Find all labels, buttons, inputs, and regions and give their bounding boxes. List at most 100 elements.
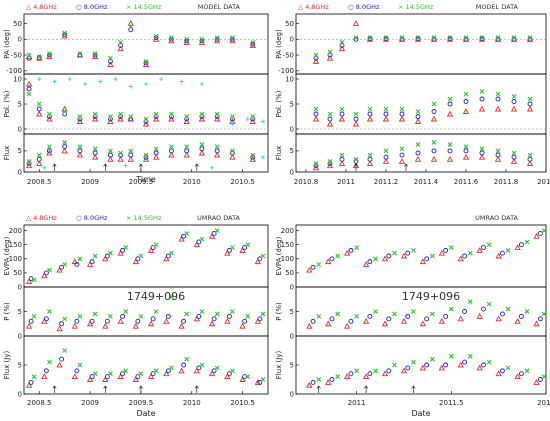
point-14-5ghz xyxy=(463,91,469,97)
point-8-0ghz xyxy=(74,368,80,374)
point-4-8ghz xyxy=(352,20,360,26)
point-14-5ghz xyxy=(486,242,492,248)
point-14-5ghz xyxy=(479,89,485,94)
point-8-0ghz xyxy=(74,262,80,267)
point-model xyxy=(260,155,265,160)
point-8-0ghz xyxy=(43,270,49,276)
point-14-5ghz xyxy=(230,309,235,314)
point-4-8ghz xyxy=(462,153,470,160)
point-4-8ghz xyxy=(239,376,246,382)
point-8-0ghz xyxy=(168,148,174,154)
source-label: 1749+096 xyxy=(127,290,185,303)
point-14-5ghz xyxy=(245,374,251,379)
y-axis-label: Flux (Jy) xyxy=(275,351,283,380)
point-8-0ghz xyxy=(196,365,202,371)
point-14-5ghz xyxy=(524,309,530,314)
series-4-8ghz xyxy=(306,232,540,273)
point-8-0ghz xyxy=(242,374,248,380)
arrow-marker xyxy=(403,163,409,171)
point-4-8ghz xyxy=(208,232,216,239)
point-14-5ghz xyxy=(230,368,235,374)
point-14-5ghz xyxy=(313,52,319,58)
x-tick-label: 2011.6 xyxy=(454,178,479,186)
point-8-0ghz xyxy=(226,371,232,377)
point-8-0ghz xyxy=(257,256,263,262)
point-14-5ghz xyxy=(467,250,473,256)
point-14-5ghz xyxy=(354,314,359,319)
point-14-5ghz xyxy=(367,152,373,158)
series-8-0ghz xyxy=(310,306,543,324)
point-8-0ghz xyxy=(348,371,354,377)
point-8-0ghz xyxy=(211,231,217,236)
legend-entry: × 14.5GHz xyxy=(398,3,434,11)
point-8-0ghz xyxy=(405,250,411,256)
point-14-5ghz xyxy=(335,311,341,317)
point-14-5ghz xyxy=(383,106,389,112)
point-8-0ghz xyxy=(128,152,134,158)
point-4-8ghz xyxy=(117,249,124,256)
point-8-0ghz xyxy=(462,253,468,259)
point-4-8ghz xyxy=(153,153,160,160)
x-tick-label: 2009 xyxy=(81,178,99,186)
point-14-5ghz xyxy=(153,309,159,314)
series-4-8ghz xyxy=(306,361,540,388)
point-8-0ghz xyxy=(135,256,141,262)
point-8-0ghz xyxy=(527,101,533,107)
point-14-5ghz xyxy=(184,36,190,42)
point-4-8ghz xyxy=(514,317,521,324)
point-4-8ghz xyxy=(132,258,139,265)
point-8-0ghz xyxy=(537,316,543,322)
point-4-8ghz xyxy=(163,255,170,262)
point-14-5ghz xyxy=(118,150,123,156)
point-14-5ghz xyxy=(353,156,359,162)
point-8-0ghz xyxy=(43,368,49,374)
series-8-0ghz xyxy=(310,359,543,385)
x-tick-label: 2009.5 xyxy=(129,178,154,186)
point-14-5ghz xyxy=(169,144,174,150)
point-14-5ghz xyxy=(77,51,83,56)
panel-3: 0 5 Flux xyxy=(275,133,547,176)
point-8-0ghz xyxy=(128,27,134,33)
point-8-0ghz xyxy=(104,253,110,259)
arrow-marker xyxy=(411,385,416,393)
x-tick-label: 2008.5 xyxy=(27,399,52,407)
legend-entry: × 14.5GHz xyxy=(126,214,162,222)
panel-frame xyxy=(295,335,547,395)
y-tick-label: 5 xyxy=(290,361,294,369)
y-axis-label: EVPA (deg) xyxy=(3,236,11,275)
point-14-5ghz xyxy=(77,114,83,119)
point-8-0ghz xyxy=(43,316,49,322)
point-14-5ghz xyxy=(26,91,32,97)
series-4-8ghz xyxy=(312,20,534,64)
point-8-0ghz xyxy=(135,318,141,324)
arrow-marker xyxy=(138,163,143,171)
point-model xyxy=(52,79,57,84)
point-14-5ghz xyxy=(153,146,159,152)
point-8-0ghz xyxy=(348,247,354,253)
point-4-8ghz xyxy=(102,322,109,329)
point-14-5ghz xyxy=(486,301,492,307)
point-14-5ghz xyxy=(26,159,32,164)
series-14-5ghz xyxy=(31,294,266,322)
point-8-0ghz xyxy=(415,150,421,156)
y-tick-label: 100 xyxy=(281,255,294,263)
point-14-5ghz xyxy=(260,253,266,259)
point-4-8ghz xyxy=(147,247,155,253)
point-14-5ghz xyxy=(367,35,373,41)
point-8-0ghz xyxy=(36,156,42,162)
point-4-8ghz xyxy=(208,320,216,327)
arrow-marker xyxy=(52,163,57,171)
point-4-8ghz xyxy=(462,108,470,114)
point-8-0ghz xyxy=(120,371,126,377)
point-8-0ghz xyxy=(36,55,42,61)
legend-entry: ○ 8.0GHz xyxy=(76,214,108,222)
series-4-8ghz xyxy=(25,232,261,284)
point-4-8ghz xyxy=(362,317,370,324)
point-14-5ghz xyxy=(62,262,68,267)
panel-frame xyxy=(295,13,547,75)
point-8-0ghz xyxy=(367,111,373,117)
point-14-5ghz xyxy=(327,159,333,164)
point-14-5ghz xyxy=(447,35,453,41)
point-8-0ghz xyxy=(415,36,421,42)
